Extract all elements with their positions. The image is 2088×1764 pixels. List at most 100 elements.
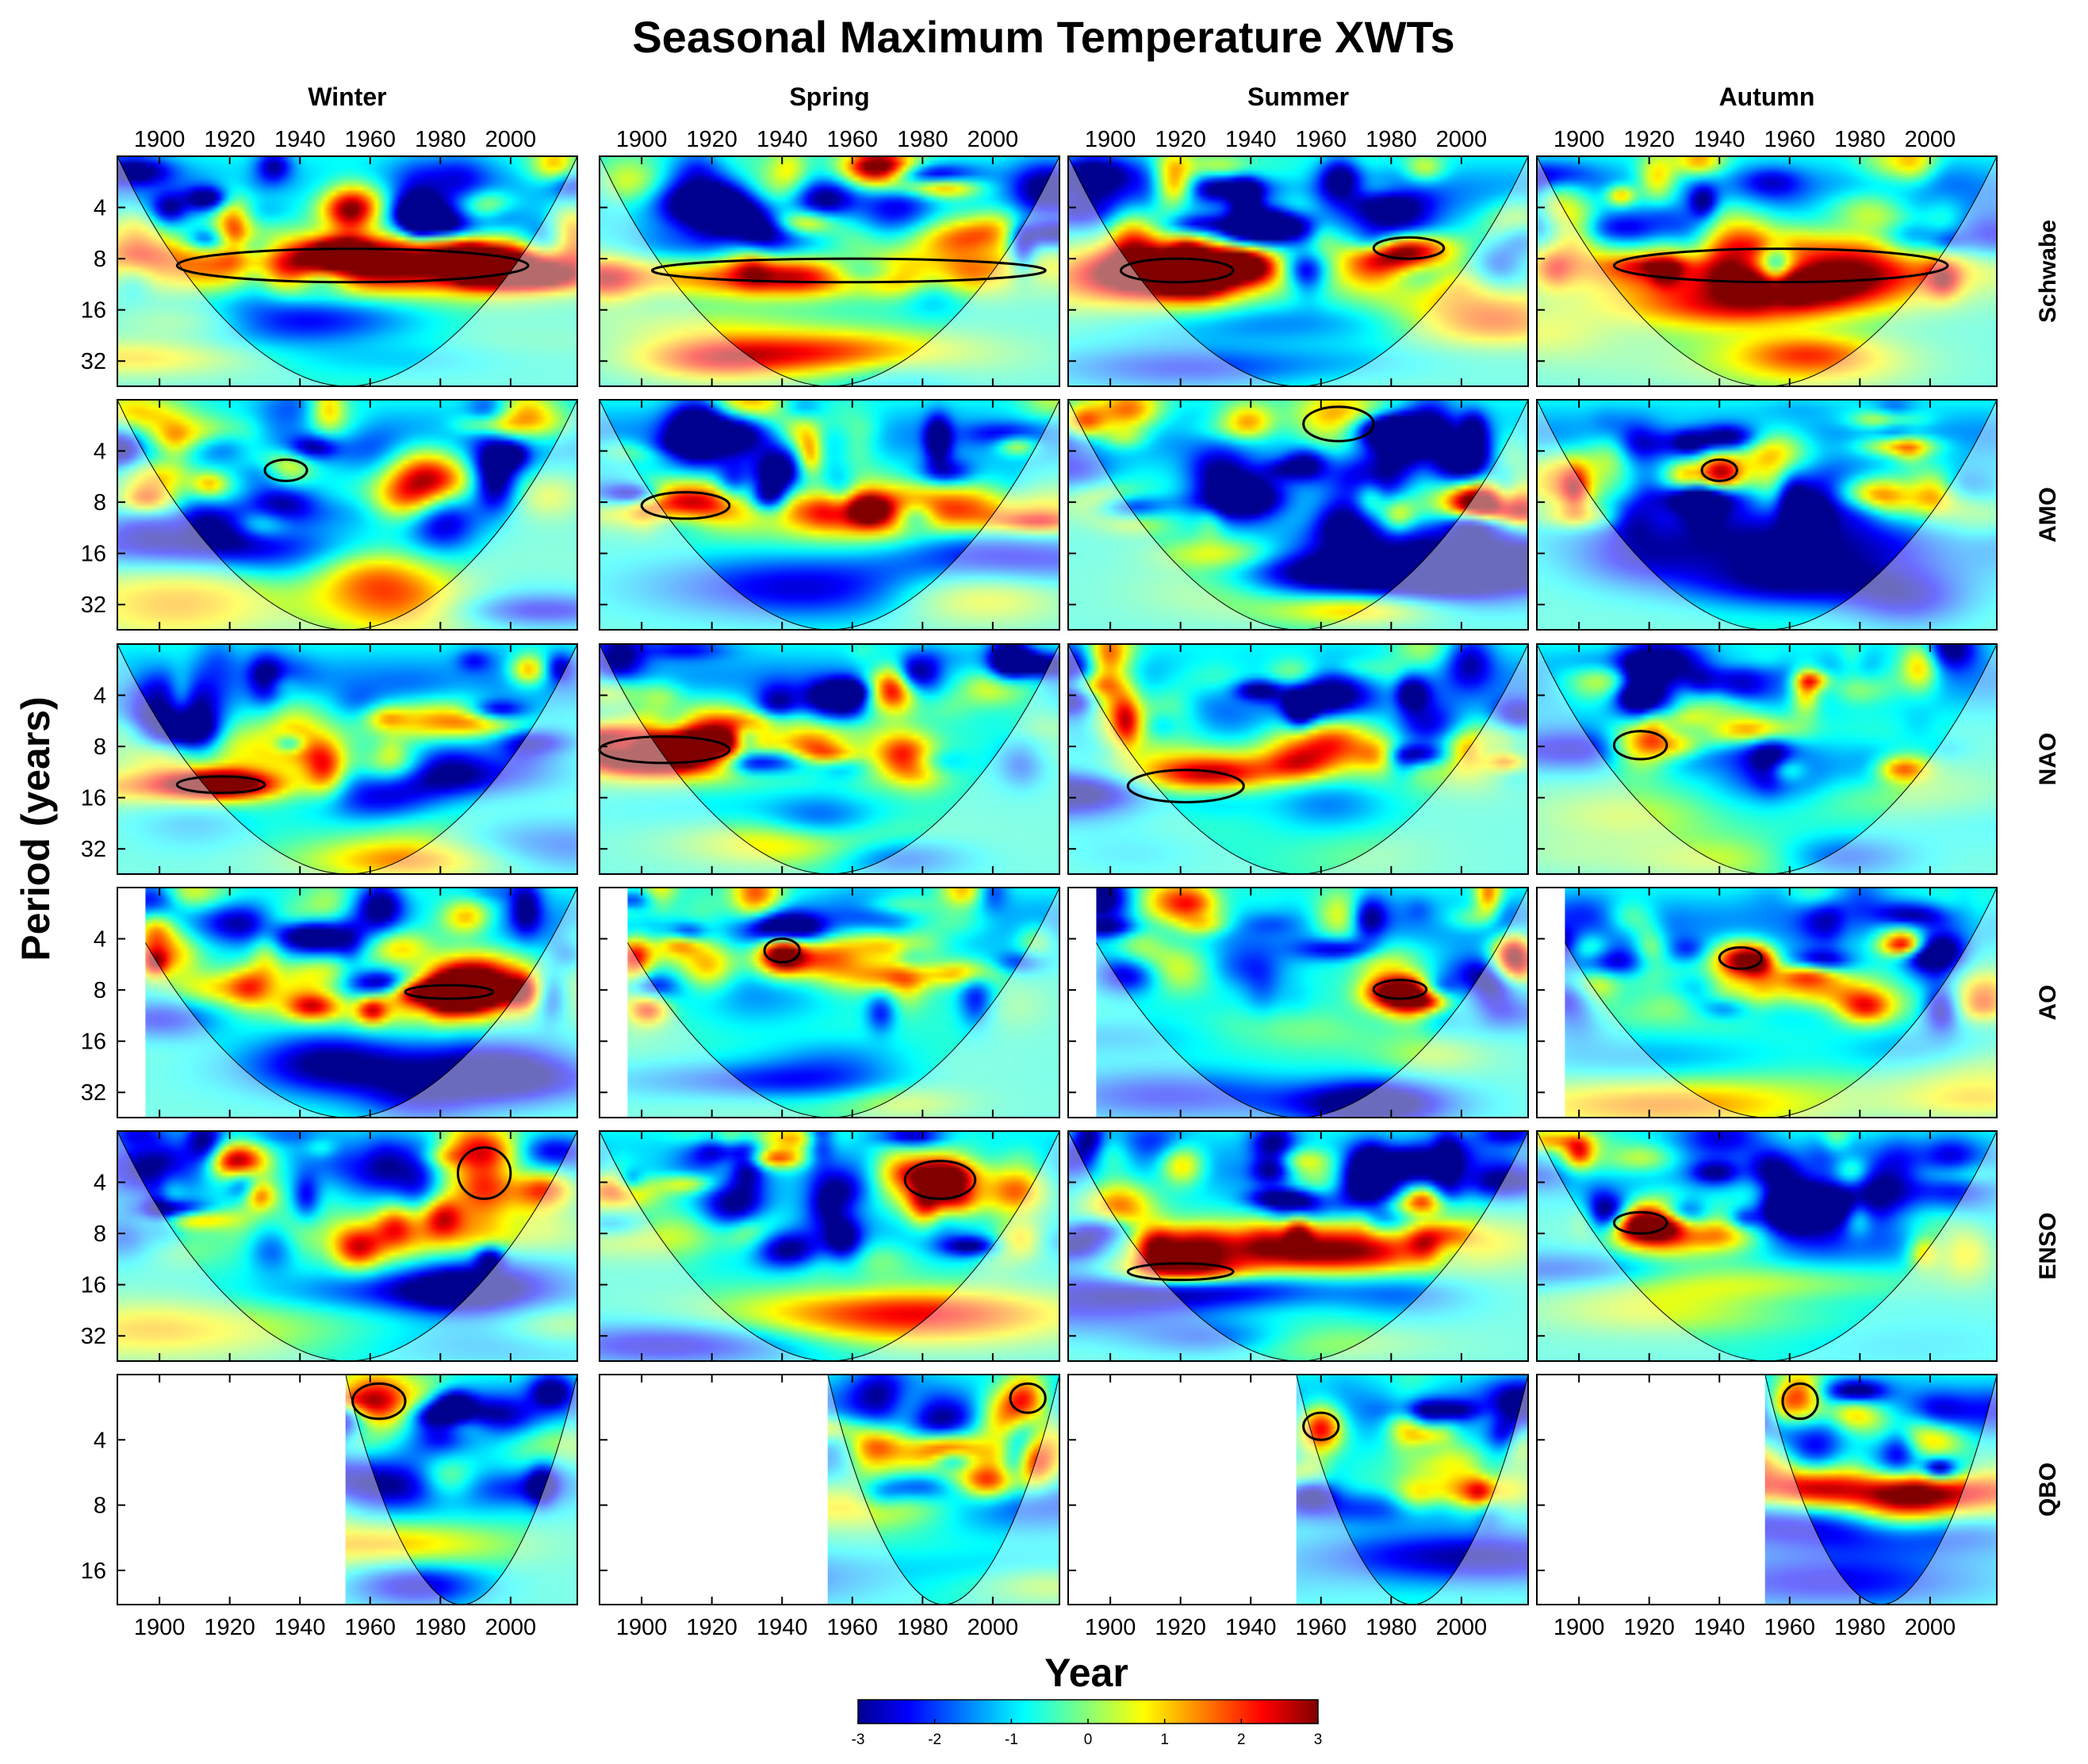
colorbar: -3 -2 -1 0 1 2 3	[852, 1699, 1323, 1748]
x-tick-label-top: 1900	[1554, 127, 1605, 152]
cone-of-influence-shade	[600, 644, 1059, 874]
significance-contour	[1302, 405, 1375, 443]
x-tick-label-top: 1960	[1764, 127, 1816, 152]
wavelet-power-heatmap	[1096, 888, 1528, 1118]
panel-frame	[599, 887, 1060, 1118]
x-tick-label-top: 1900	[616, 127, 668, 152]
significance-contour	[1302, 1411, 1340, 1441]
panel-frame	[117, 1130, 578, 1362]
x-tick-label-bottom: 1980	[1834, 1615, 1886, 1640]
cone-of-influence-line	[1068, 156, 1528, 386]
panel-amo-spring	[599, 399, 1060, 631]
cone-of-influence-shade	[1296, 1375, 1528, 1605]
x-tick-label-bottom: 1940	[757, 1615, 808, 1640]
significance-contour	[650, 257, 1047, 284]
colorbar-tick-label: 0	[1084, 1731, 1093, 1748]
cone-of-influence-line	[600, 1131, 1059, 1361]
cone-of-influence-line	[1068, 644, 1528, 874]
cone-of-influence-shade	[117, 156, 577, 386]
panel-schwabe-winter: 4 8 16 32 1900 1920 1940 1960 1980 2000	[81, 127, 578, 387]
panel-nao-autumn	[1536, 643, 1998, 875]
panel-qbo-autumn: 1900 1920 1940 1960 1980 2000	[1536, 1374, 1998, 1640]
y-tick-label: 16	[81, 298, 106, 324]
x-tick-label-top: 1980	[415, 127, 466, 152]
panel-qbo-winter: 4 8 16 1900 1920 1940 1960 1980 2000	[81, 1374, 578, 1640]
panel-frame	[117, 399, 578, 631]
panel-schwabe-spring: 1900 1920 1940 1960 1980 2000	[599, 127, 1060, 387]
cone-of-influence-line	[1537, 400, 1997, 630]
x-tick-label-bottom: 2000	[1905, 1615, 1956, 1640]
x-tick-label-top: 1900	[134, 127, 186, 152]
panel-ao-spring	[599, 887, 1060, 1118]
panel-frame	[1536, 399, 1998, 631]
y-tick-label: 4	[94, 927, 106, 953]
cone-of-influence-shade	[1537, 400, 1997, 630]
cone-of-influence-shade	[627, 888, 1059, 1118]
wavelet-power-heatmap	[1068, 644, 1528, 874]
season-label-winter: Winter	[308, 82, 386, 111]
wavelet-power-heatmap	[145, 888, 577, 1118]
y-tick-label: 32	[81, 349, 106, 374]
x-tick-label-bottom: 1960	[827, 1615, 879, 1640]
cone-of-influence-shade	[145, 888, 577, 1118]
y-tick-label: 8	[94, 247, 106, 272]
x-tick-label-bottom: 2000	[485, 1615, 537, 1640]
significance-contour	[763, 938, 801, 964]
y-axis-label: Period (years)	[13, 696, 58, 961]
y-tick-label: 8	[94, 1221, 106, 1247]
x-tick-label-bottom: 1980	[415, 1615, 466, 1640]
significance-contour	[175, 775, 266, 795]
y-tick-label: 8	[94, 490, 106, 516]
panel-enso-summer	[1067, 1130, 1529, 1362]
x-tick-label-bottom: 1960	[345, 1615, 397, 1640]
x-tick-label-top: 2000	[485, 127, 537, 152]
cone-of-influence-shade	[1565, 888, 1997, 1118]
wavelet-power-heatmap	[1565, 888, 1997, 1118]
panel-frame	[1067, 399, 1529, 631]
cone-of-influence-shade	[1537, 644, 1997, 874]
x-tick-label-top: 1920	[1155, 127, 1206, 152]
panel-amo-winter: 4 8 16 32	[81, 399, 578, 631]
panel-frame	[1067, 155, 1529, 387]
wavelet-power-heatmap	[1764, 1375, 1997, 1605]
cone-of-influence-line	[1537, 1131, 1997, 1361]
x-tick-label-bottom: 1920	[204, 1615, 255, 1640]
wavelet-power-heatmap	[117, 400, 577, 630]
season-label-spring: Spring	[789, 82, 869, 111]
panel-frame	[1067, 1130, 1529, 1362]
panel-nao-summer	[1067, 643, 1529, 875]
cone-of-influence-line	[117, 400, 577, 630]
wavelet-power-heatmap	[600, 1131, 1059, 1361]
panel-frame	[117, 887, 578, 1118]
significance-contour	[1119, 257, 1235, 284]
x-tick-label-top: 1940	[274, 127, 326, 152]
panel-enso-winter: 4 8 16 32	[81, 1130, 578, 1362]
wavelet-power-heatmap	[600, 644, 1059, 874]
y-tick-label: 32	[81, 592, 106, 618]
wavelet-power-heatmap	[1537, 156, 1997, 386]
panel-frame	[1536, 1130, 1998, 1362]
panel-schwabe-summer: 1900 1920 1940 1960 1980 2000	[1067, 127, 1529, 387]
cone-of-influence-line	[1537, 644, 1997, 874]
x-tick-label-top: 1960	[345, 127, 397, 152]
cone-of-influence-shade	[600, 1131, 1059, 1361]
x-tick-label-top: 1980	[897, 127, 948, 152]
y-tick-label: 16	[81, 1030, 106, 1055]
significance-contour	[1612, 247, 1949, 284]
panel-frame	[1067, 887, 1529, 1118]
x-tick-label-top: 2000	[1905, 127, 1956, 152]
x-tick-label-bottom: 2000	[1436, 1615, 1488, 1640]
panel-frame	[117, 643, 578, 875]
panel-frame	[117, 155, 578, 387]
cone-of-influence-shade	[1068, 644, 1528, 874]
significance-contour	[1781, 1382, 1819, 1421]
y-tick-label: 4	[94, 1171, 106, 1196]
index-label-ao: AO	[2035, 985, 2061, 1021]
cone-of-influence-shade	[827, 1375, 1059, 1605]
wavelet-power-heatmap	[1068, 1131, 1528, 1361]
cone-of-influence-shade	[1068, 156, 1528, 386]
colorbar-tick-label: 3	[1314, 1731, 1323, 1748]
significance-contour	[640, 491, 731, 520]
y-tick-label: 4	[94, 1428, 106, 1453]
cone-of-influence-shade	[1068, 1131, 1528, 1361]
